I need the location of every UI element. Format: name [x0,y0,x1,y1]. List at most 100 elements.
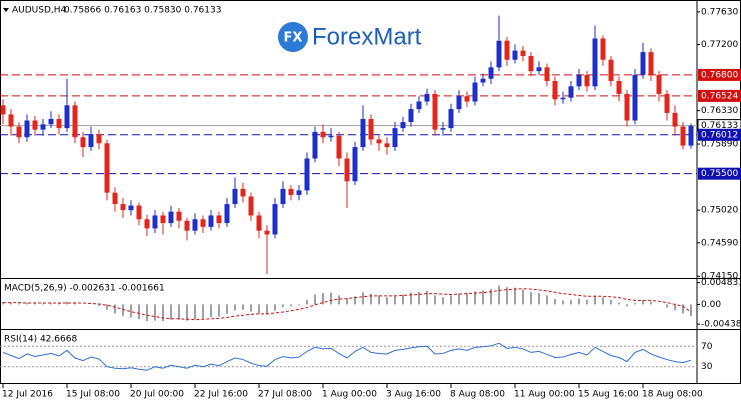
candle-body [248,196,254,216]
candle-body [320,131,326,138]
candle-body [80,137,86,148]
y-tick-label: 0.77200 [701,40,738,50]
candle-body [376,139,382,144]
x-tick-label: 20 Jul 00:00 [130,390,184,400]
candle-body [472,82,478,102]
macd-tick-label: 0.00 [701,300,721,310]
candle-body [624,93,630,121]
candle-body [160,215,166,224]
candle-body [128,205,134,211]
candle-body [640,52,646,75]
macd-signal [3,288,692,321]
ohlc-text: 0.75866 0.76163 0.75830 0.76133 [64,6,221,16]
candle-body [232,188,238,205]
candle-body [112,192,118,205]
candle-body [432,93,438,130]
candle-body [616,81,622,94]
candle-body [240,188,246,197]
x-tick-label: 3 Aug 16:00 [386,390,441,400]
candle-body [352,147,358,182]
candle-body [280,188,286,205]
x-tick-label: 12 Jul 2016 [2,390,53,400]
x-tick-label: 1 Aug 00:00 [322,390,377,400]
candle-body [104,143,110,193]
candle-body [560,97,566,100]
logo-text: ForexMart [312,23,422,50]
candle-body [464,96,470,102]
logo-icon-text: FX [284,31,303,46]
rsi-line [2,342,692,371]
candle-body [0,105,6,115]
candle-body [576,74,582,87]
candle-body [256,215,262,231]
candle-body [264,230,270,235]
candle-body [504,40,510,60]
level-label: 0.76012 [701,130,738,140]
rsi-title: RSI(14) 42.6668 [4,335,77,345]
x-tick-label: 15 Jul 08:00 [66,390,120,400]
candle-body [568,86,574,98]
candle-body [400,122,406,129]
candle-body [648,52,654,75]
x-tick-label: 11 Aug 00:00 [514,390,575,400]
candle-body [48,118,54,125]
candle-body [168,211,174,224]
candle-body [656,74,662,94]
candle-body [312,131,318,159]
candle-body [360,118,366,148]
candle-body [440,128,446,130]
y-tick-label: 0.74150 [701,272,738,282]
rsi-tick-label: 30 [701,362,713,372]
candle-body [224,204,230,224]
x-tick-label: 27 Jul 08:00 [258,390,312,400]
candle-body [456,96,462,110]
candle-body [672,112,678,127]
x-tick-label: 22 Jul 16:00 [194,390,248,400]
candle-body [600,38,606,60]
candle-body [328,135,334,138]
candle-body [480,78,486,83]
level-label: 0.76133 [701,121,738,131]
macd-title: MACD(5,26,9) -0.002631 -0.001661 [4,284,165,294]
candle-body [336,135,342,159]
candle-body [272,204,278,235]
candle-body [488,67,494,79]
chart-title: AUDUSD,H4 [12,6,67,16]
menu-icon [3,8,9,12]
candle-body [592,38,598,87]
candle-body [448,109,454,129]
candle-body [688,125,694,146]
candle-body [24,120,30,138]
y-tick-label: 0.74590 [701,238,738,248]
candle-body [304,158,310,191]
candle-body [184,220,190,231]
candle-body [520,50,526,56]
candle-body [424,93,430,102]
logo-icon [278,22,308,52]
level-label: 0.76800 [701,70,738,80]
candle-body [120,204,126,211]
candle-body [512,50,518,60]
level-label-box [698,89,741,102]
rsi-tick-label: 70 [701,342,713,352]
candle-body [32,120,38,130]
frame [0,0,741,384]
level-label-box [698,68,741,81]
level-label: 0.76524 [701,91,738,101]
macd-tick-label: 0.004831 [701,278,741,288]
candle-body [384,143,390,148]
candle-body [96,134,102,144]
candle-body [544,67,550,82]
candle-body [368,118,374,140]
x-tick-label: 18 Aug 08:00 [642,390,703,400]
candle-body [392,128,398,148]
candle-body [552,81,558,100]
candle-body [528,55,534,72]
candle-body [632,74,638,121]
candle-body [152,215,158,229]
y-tick-label: 0.75020 [701,206,738,216]
candle-body [8,114,14,127]
candle-body [64,105,70,129]
